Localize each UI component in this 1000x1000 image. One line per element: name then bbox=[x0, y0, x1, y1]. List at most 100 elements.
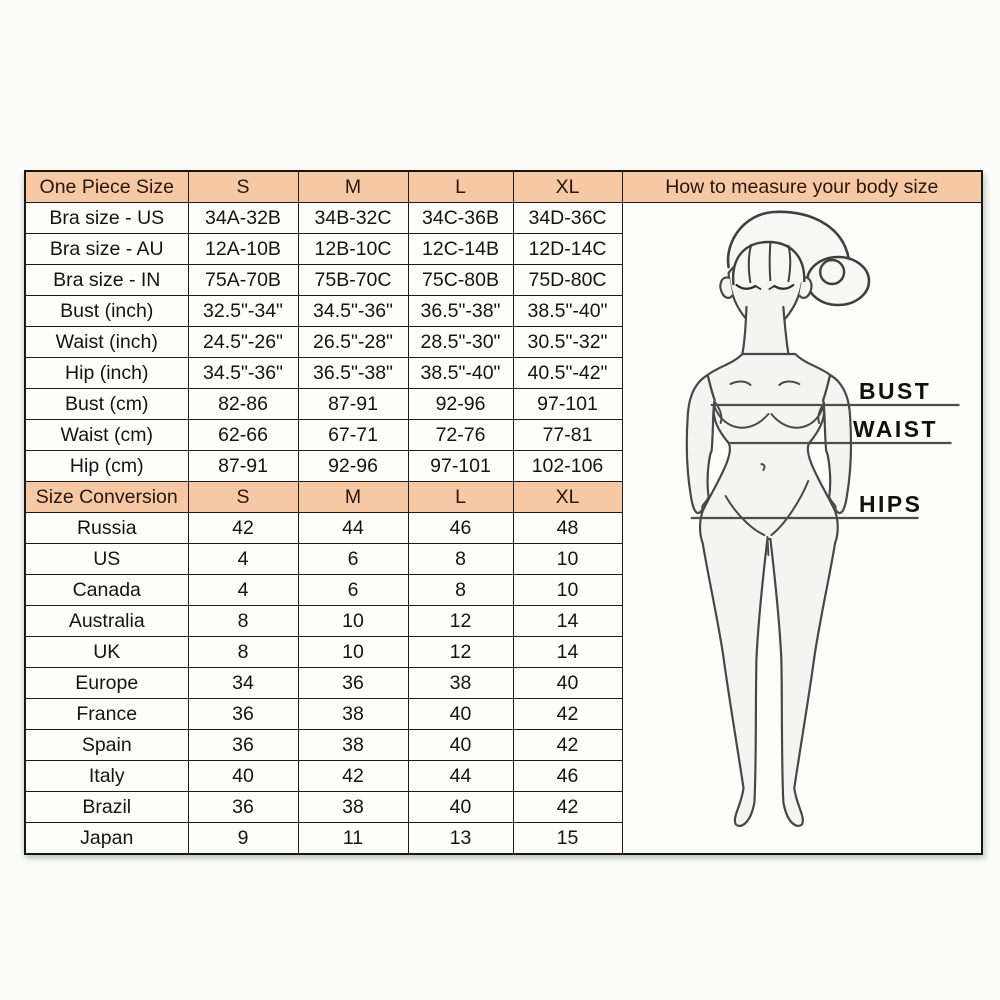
table-row: Brazil 36 38 40 42 bbox=[24, 791, 982, 823]
row-label: Bust (inch) bbox=[24, 295, 189, 327]
row-label: Bra size - US bbox=[24, 202, 189, 234]
row-label: Bra size - IN bbox=[24, 264, 189, 296]
cell-value: 38.5"-40" bbox=[512, 295, 623, 327]
cell-value: 92-96 bbox=[297, 450, 409, 482]
conv-size-l-header: L bbox=[407, 481, 514, 513]
table-row: US 4 6 8 10 bbox=[24, 543, 982, 575]
row-label: Hip (cm) bbox=[24, 450, 189, 482]
size-xl-header: XL bbox=[512, 170, 623, 203]
table-row: Waist (cm) 62-66 67-71 72-76 77-81 bbox=[24, 419, 982, 451]
cell-value: 75C-80B bbox=[407, 264, 514, 296]
cell-value: 28.5"-30" bbox=[407, 326, 514, 358]
cell-value: 38 bbox=[297, 791, 409, 823]
cell-value: 26.5"-28" bbox=[297, 326, 409, 358]
size-m-header: M bbox=[297, 170, 409, 203]
cell-value: 44 bbox=[297, 512, 409, 544]
body-figure-svg: BUST WAIST HIPS bbox=[685, 210, 960, 827]
cell-value: 6 bbox=[297, 574, 409, 606]
table-header-row: One Piece Size S M L XL How to measure y… bbox=[24, 170, 983, 203]
neck-drawing bbox=[739, 305, 790, 360]
cell-value: 40 bbox=[407, 698, 514, 730]
table-row: Bra size - AU 12A-10B 12B-10C 12C-14B 12… bbox=[24, 233, 982, 265]
row-label: US bbox=[24, 543, 189, 575]
table-row: Spain 36 38 40 42 bbox=[24, 729, 982, 761]
table-row: UK 8 10 12 14 bbox=[24, 636, 982, 668]
figure-panel: BUST WAIST HIPS bbox=[621, 202, 983, 855]
cell-value: 72-76 bbox=[407, 419, 514, 451]
cell-value: 38 bbox=[407, 667, 514, 699]
cell-value: 44 bbox=[407, 760, 514, 792]
table-row: Europe 34 36 38 40 bbox=[24, 667, 982, 699]
left-bikini-line bbox=[724, 495, 765, 536]
cell-value: 8 bbox=[407, 574, 514, 606]
right-bust-curve bbox=[769, 406, 824, 429]
cell-value: 4 bbox=[187, 574, 299, 606]
row-label: Bust (cm) bbox=[24, 388, 189, 420]
size-chart-table: One Piece Size S M L XL How to measure y… bbox=[24, 170, 983, 855]
row-label: Hip (inch) bbox=[24, 357, 189, 389]
cell-value: 10 bbox=[297, 636, 409, 668]
cell-value: 8 bbox=[187, 605, 299, 637]
cell-value: 87-91 bbox=[187, 450, 299, 482]
cell-value: 62-66 bbox=[187, 419, 299, 451]
cell-value: 12C-14B bbox=[407, 233, 514, 265]
row-label: Russia bbox=[24, 512, 189, 544]
cell-value: 77-81 bbox=[512, 419, 623, 451]
cell-value: 40 bbox=[512, 667, 623, 699]
row-label: Spain bbox=[24, 729, 189, 761]
crotch-line bbox=[765, 536, 769, 556]
left-bust-curve bbox=[713, 406, 769, 429]
cell-value: 34.5"-36" bbox=[297, 295, 409, 327]
bust-label: BUST bbox=[859, 378, 931, 404]
cell-value: 92-96 bbox=[407, 388, 514, 420]
table-row: Bra size - US 34A-32B 34B-32C 34C-36B 34… bbox=[24, 202, 983, 855]
table-row: Hip (inch) 34.5"-36" 36.5"-38" 38.5"-40"… bbox=[24, 357, 982, 389]
cell-value: 97-101 bbox=[512, 388, 623, 420]
cell-value: 40.5"-42" bbox=[512, 357, 623, 389]
table-row: Waist (inch) 24.5"-26" 26.5"-28" 28.5"-3… bbox=[24, 326, 982, 358]
cell-value: 10 bbox=[512, 574, 623, 606]
table-row: Australia 8 10 12 14 bbox=[24, 605, 982, 637]
right-collarbone bbox=[777, 380, 800, 386]
cell-value: 34C-36B bbox=[407, 202, 514, 234]
cell-value: 12B-10C bbox=[297, 233, 409, 265]
cell-value: 40 bbox=[187, 760, 299, 792]
cell-value: 75D-80C bbox=[512, 264, 623, 296]
cell-value: 8 bbox=[187, 636, 299, 668]
hips-label: HIPS bbox=[859, 491, 922, 517]
one-piece-size-header: One Piece Size bbox=[24, 170, 189, 203]
cell-value: 34.5"-36" bbox=[187, 357, 299, 389]
row-label: Waist (cm) bbox=[24, 419, 189, 451]
row-label: Brazil bbox=[24, 791, 189, 823]
cell-value: 34B-32C bbox=[297, 202, 409, 234]
row-label: Waist (inch) bbox=[24, 326, 189, 358]
cell-value: 30.5"-32" bbox=[512, 326, 623, 358]
cell-value: 6 bbox=[297, 543, 409, 575]
cell-value: 34D-36C bbox=[512, 202, 623, 234]
cell-value: 38 bbox=[297, 698, 409, 730]
cell-value: 36.5"-38" bbox=[297, 357, 409, 389]
cell-value: 42 bbox=[187, 512, 299, 544]
cell-value: 42 bbox=[512, 729, 623, 761]
cell-value: 42 bbox=[512, 698, 623, 730]
table-row: Hip (cm) 87-91 92-96 97-101 102-106 bbox=[24, 450, 982, 482]
cell-value: 36 bbox=[187, 698, 299, 730]
cell-value: 12D-14C bbox=[512, 233, 623, 265]
left-collarbone bbox=[729, 380, 751, 386]
cell-value: 14 bbox=[512, 605, 623, 637]
waist-label: WAIST bbox=[853, 416, 938, 442]
cell-value: 8 bbox=[407, 543, 514, 575]
cell-value: 24.5"-26" bbox=[187, 326, 299, 358]
row-label: Europe bbox=[24, 667, 189, 699]
cell-value: 40 bbox=[407, 729, 514, 761]
cell-value: 75A-70B bbox=[187, 264, 299, 296]
body-detail-lines bbox=[713, 380, 825, 556]
table-row: Russia 42 44 46 48 bbox=[24, 512, 982, 544]
cell-value: 46 bbox=[512, 760, 623, 792]
cell-value: 75B-70C bbox=[297, 264, 409, 296]
cell-value: 102-106 bbox=[512, 450, 623, 482]
cell-value: 32.5"-34" bbox=[187, 295, 299, 327]
size-s-header: S bbox=[187, 170, 299, 203]
size-l-header: L bbox=[407, 170, 514, 203]
